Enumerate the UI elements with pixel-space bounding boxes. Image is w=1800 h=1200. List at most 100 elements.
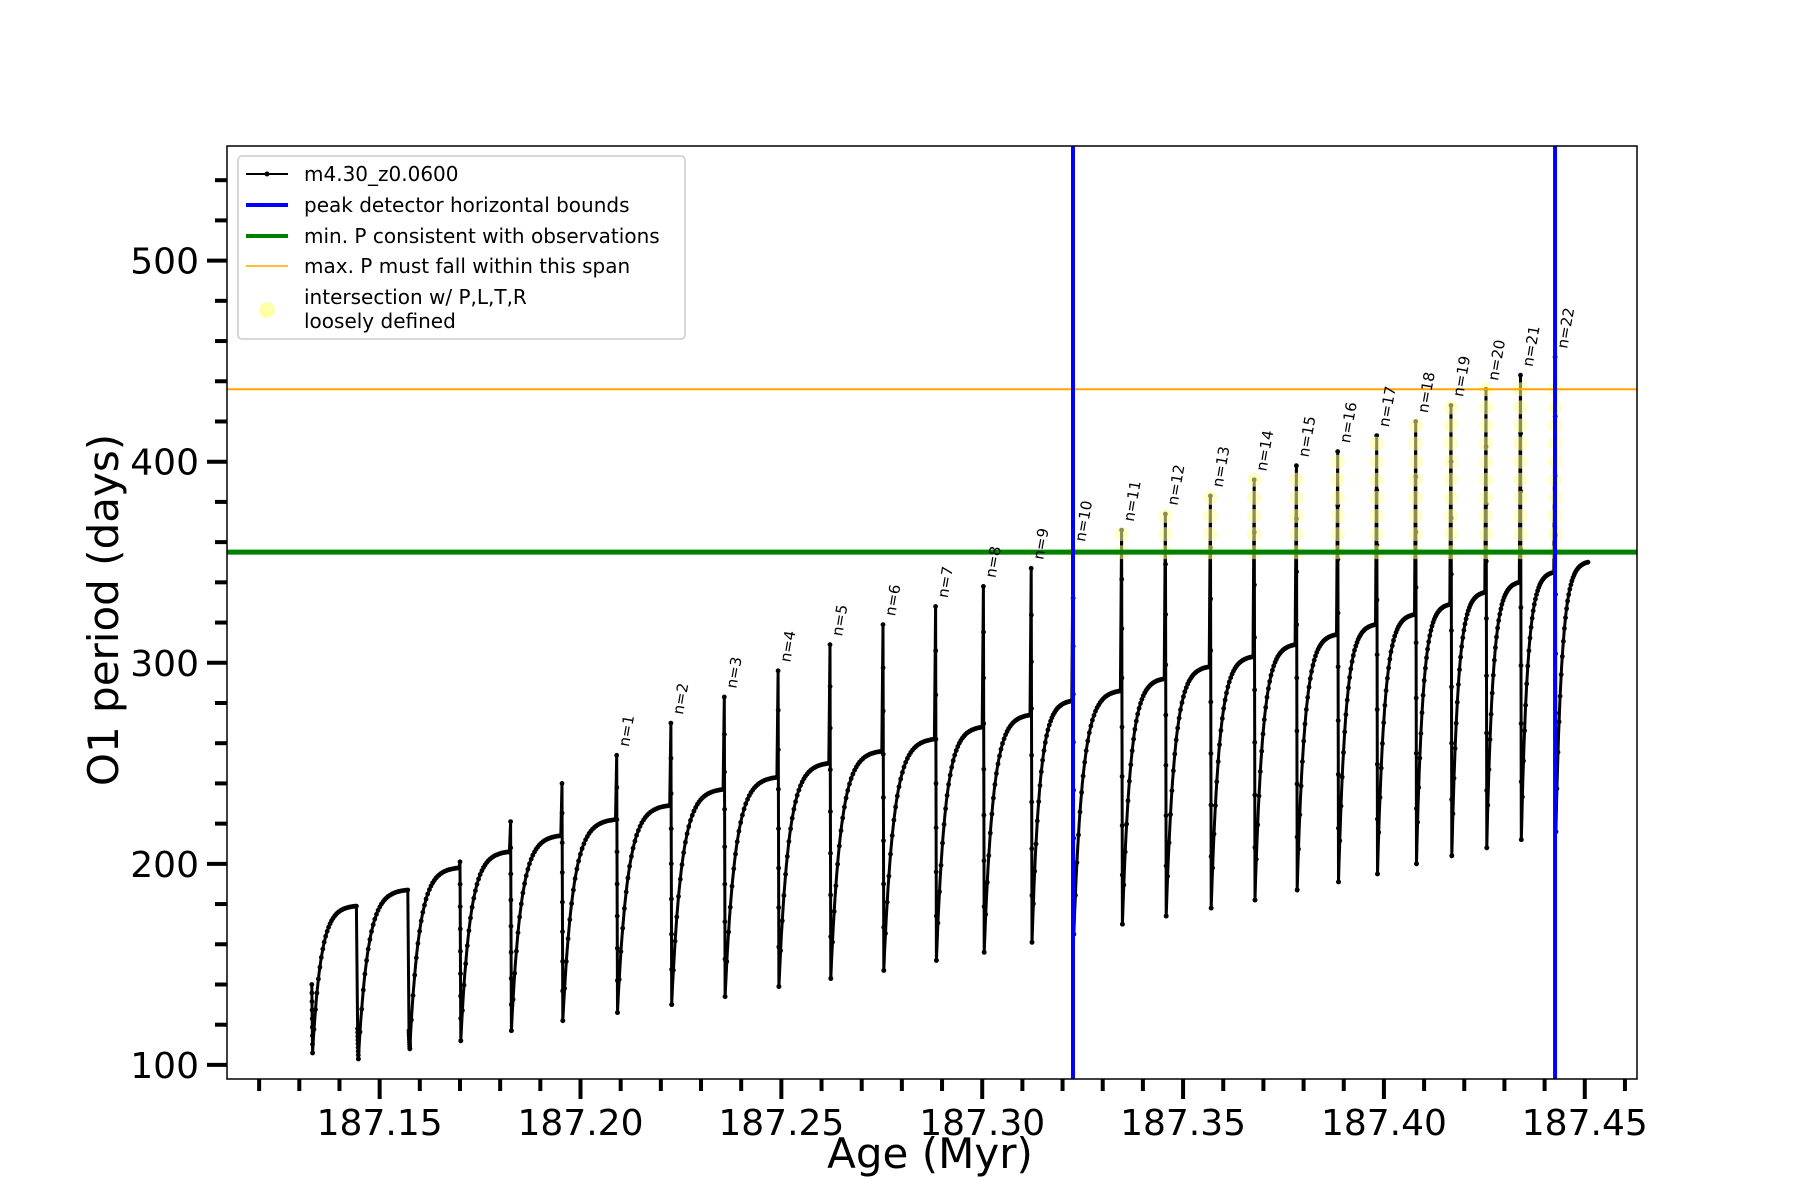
data-point (774, 775, 780, 780)
data-point (1169, 788, 1175, 794)
data-point (828, 892, 833, 898)
data-point (827, 684, 833, 689)
data-point (1423, 665, 1428, 671)
data-point (477, 872, 483, 877)
intersection-marker (1408, 490, 1423, 505)
x-axis-title: Age (Myr) (827, 1129, 1033, 1178)
data-point (1131, 736, 1136, 742)
data-point (314, 990, 320, 996)
data-point (354, 903, 359, 909)
data-point (1213, 803, 1218, 808)
data-point (1128, 762, 1134, 768)
data-point (558, 833, 564, 839)
data-point (1496, 618, 1502, 623)
data-point (1383, 688, 1389, 693)
data-point (1527, 635, 1533, 641)
data-point (1420, 692, 1426, 698)
data-point (776, 786, 781, 792)
data-point (722, 769, 727, 775)
data-point (1119, 626, 1125, 631)
data-point (838, 828, 844, 834)
data-point (1045, 727, 1051, 733)
data-point (1335, 610, 1341, 616)
data-point (1484, 730, 1489, 736)
data-point (893, 804, 898, 810)
data-point (423, 896, 429, 902)
data-point (514, 948, 519, 954)
intersection-marker (1513, 436, 1528, 451)
data-point (1448, 571, 1454, 577)
data-point (1119, 724, 1125, 730)
data-point (674, 914, 680, 920)
data-point (1119, 774, 1125, 779)
data-point (520, 890, 526, 896)
data-point (1349, 659, 1355, 664)
data-point (933, 825, 939, 831)
data-point (943, 806, 948, 812)
intersection-marker (1330, 454, 1345, 469)
intersection-marker (1408, 418, 1423, 433)
data-point (464, 943, 470, 949)
intersection-marker (1369, 454, 1384, 469)
data-point (1348, 666, 1354, 672)
data-point (688, 818, 693, 823)
data-point (880, 708, 886, 714)
data-point (1260, 731, 1266, 737)
data-point (1528, 624, 1534, 630)
data-point (880, 751, 886, 757)
data-point (981, 904, 987, 909)
data-point (1374, 761, 1380, 767)
data-point (1163, 662, 1169, 668)
data-point (1523, 702, 1528, 708)
y-tick-label: 200 (130, 845, 199, 886)
data-point (1567, 586, 1573, 592)
data-point (827, 725, 833, 731)
data-point (1386, 665, 1391, 671)
data-point (776, 905, 782, 910)
data-point (1264, 694, 1270, 700)
data-point (1490, 672, 1496, 678)
data-point (828, 934, 834, 940)
data-point (1334, 632, 1339, 637)
data-point (987, 830, 993, 836)
data-point (1412, 612, 1417, 617)
data-point (618, 949, 624, 954)
peak-label: n=12 (1164, 463, 1189, 507)
data-point (1211, 831, 1217, 837)
data-point (357, 1029, 363, 1035)
data-point (1313, 653, 1318, 659)
data-point (722, 919, 728, 925)
data-point (372, 916, 378, 922)
x-tick-label: 187.40 (1321, 1103, 1447, 1144)
x-tick-label: 187.30 (919, 1103, 1045, 1144)
data-point (828, 976, 834, 981)
data-point (1029, 752, 1034, 758)
data-point (1118, 688, 1123, 694)
data-point (522, 881, 527, 886)
data-point (1498, 606, 1504, 612)
y-tick-label: 100 (130, 1046, 199, 1087)
data-point (935, 920, 941, 926)
data-point (1300, 759, 1305, 764)
data-point (1136, 705, 1142, 711)
intersection-marker (1444, 509, 1458, 523)
data-point (1413, 695, 1419, 701)
data-point (374, 911, 379, 917)
data-point (1033, 841, 1039, 847)
data-point (311, 1027, 317, 1032)
data-point (1226, 679, 1232, 685)
data-point (1449, 628, 1454, 633)
data-point (355, 1049, 361, 1054)
data-point (933, 869, 939, 875)
x-axis: 187.15 187.20 187.25 187.30 187.35 187.40 187.… (257, 1079, 1648, 1144)
data-point (826, 760, 832, 766)
peak-label: n=6 (881, 583, 904, 617)
data-point (457, 859, 463, 865)
data-point (1028, 612, 1034, 618)
data-point (422, 902, 427, 908)
y-axis: 100 200 300 400 500 (130, 178, 227, 1087)
data-point (722, 732, 727, 737)
data-point (1301, 738, 1307, 744)
data-point (627, 863, 632, 869)
